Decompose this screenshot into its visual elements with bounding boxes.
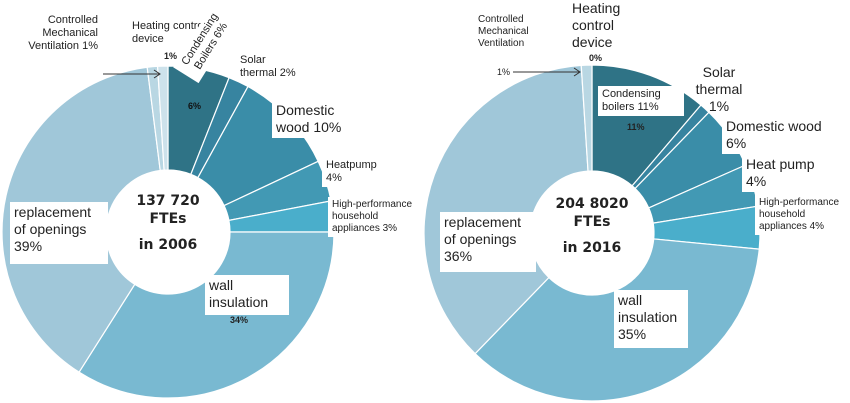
label-wall-2006: wall insulation — [205, 275, 289, 315]
label-heatpump-2016: Heat pump 4% — [742, 154, 820, 192]
label-wood-2016: Domestic wood 6% — [722, 116, 826, 154]
label-replacement-2016: replacement of openings 36% — [440, 212, 536, 272]
slice-heating-control-device — [156, 65, 169, 171]
label-hcd-2006: Heating control device — [132, 20, 206, 45]
label-solar-2016: Solar thermal 1% — [695, 64, 743, 114]
label-replacement-2006: replacement of openings 39% — [10, 202, 108, 264]
cmv-arrow-head-2016 — [573, 67, 581, 77]
center-total-2016: 204 8020 — [555, 196, 629, 212]
cmv-arrow-head-2006 — [153, 69, 161, 79]
label-condensing-2016: Condensing boilers 11% — [598, 86, 684, 116]
label-cmv-2006: Controlled Mechanical Ventilation 1% — [28, 14, 98, 52]
slice-controlled-mechanical-ventilation — [580, 64, 593, 172]
label-solar-2006: Solar thermal 2% — [240, 54, 296, 79]
label-hcd-pct-2016: 0% — [589, 53, 603, 63]
label-hpa-2006: High-performance household appliances 3% — [328, 197, 422, 237]
center-year-2016: in 2016 — [562, 240, 622, 256]
label-condensing-pct-2006: 6% — [188, 101, 202, 111]
center-year-2006: in 2006 — [138, 237, 198, 253]
label-condensing-pct-2016: 11% — [627, 122, 645, 132]
label-cmv-pct-2016: 1% — [497, 67, 511, 77]
label-hcd-pct-2006: 1% — [164, 51, 178, 61]
label-hcd-2016: Heating control device — [572, 0, 621, 50]
label-wood-2006: Domestic wood 10% — [272, 100, 356, 138]
center-total-2006: 137 720 — [136, 193, 200, 209]
label-wall-pct-2006: 34% — [230, 315, 249, 325]
label-wall-2016: wall insulation 35% — [614, 290, 688, 348]
label-heatpump-2006: Heatpump 4% — [322, 157, 380, 187]
slice-wall-insulation — [78, 231, 335, 399]
label-cmv-2016: Controlled Mechanical Ventilation — [478, 14, 529, 49]
center-unit-2016: FTEs — [573, 214, 611, 230]
center-unit-2006: FTEs — [149, 211, 187, 227]
label-hpa-2016: High-performance household appliances 4% — [755, 195, 850, 235]
